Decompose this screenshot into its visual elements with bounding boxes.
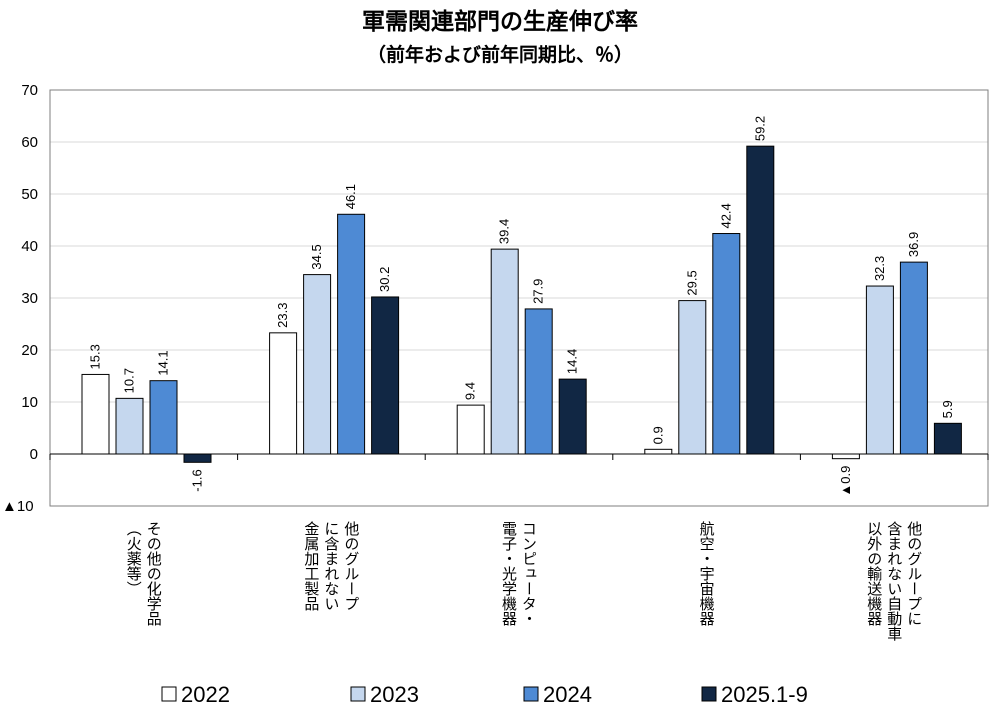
data-label: 10.7 bbox=[122, 368, 137, 393]
category-label: 他のグループ bbox=[342, 521, 360, 611]
data-label: 30.2 bbox=[377, 267, 392, 292]
bar-2024-0 bbox=[149, 380, 178, 455]
data-label: 59.2 bbox=[752, 116, 767, 141]
y-tick-label: 70 bbox=[21, 82, 38, 99]
legend-swatch-2025.1-9 bbox=[701, 686, 717, 702]
y-tick-label: 0 bbox=[30, 446, 38, 463]
data-label: 29.5 bbox=[684, 270, 699, 295]
data-labels: 15.3 23.3 9.4 0.9 ▲0.9 10.7 34.5 39.4 29.5 32.3 14… bbox=[88, 116, 955, 497]
bar-2025.1-9-2 bbox=[558, 378, 587, 455]
y-axis: ▲10 0 10 20 30 40 50 60 70 bbox=[2, 82, 38, 515]
category-label: （火薬等） bbox=[125, 521, 143, 596]
bars bbox=[81, 145, 962, 463]
bar-2022-0 bbox=[81, 373, 110, 455]
data-label: ▲0.9 bbox=[838, 466, 853, 497]
bar-2022-2 bbox=[456, 404, 485, 455]
y-tick-label: 50 bbox=[21, 186, 38, 203]
data-label: 39.4 bbox=[497, 219, 512, 244]
data-label: 14.1 bbox=[156, 350, 171, 375]
legend: 2022 2023 2024 2025.1-9 bbox=[161, 682, 808, 707]
bar-2025.1-9-4 bbox=[933, 422, 962, 455]
category-label: 電子・光学機器 bbox=[500, 521, 518, 626]
plot-area bbox=[49, 89, 989, 507]
y-tick-label: 10 bbox=[21, 394, 38, 411]
data-label: 32.3 bbox=[872, 256, 887, 281]
bar-2023-3 bbox=[678, 300, 707, 455]
data-label: 23.3 bbox=[275, 303, 290, 328]
bar-2024-2 bbox=[524, 308, 553, 455]
data-label: 15.3 bbox=[88, 344, 103, 369]
legend-swatch-2024 bbox=[523, 686, 539, 702]
bar-2022-1 bbox=[269, 332, 298, 455]
data-label: 42.4 bbox=[718, 203, 733, 228]
y-tick-label: 30 bbox=[21, 290, 38, 307]
legend-swatch-2022 bbox=[161, 686, 177, 702]
category-label: に含まれない bbox=[322, 521, 340, 611]
data-label: 5.9 bbox=[940, 400, 955, 418]
bar-2024-1 bbox=[337, 213, 366, 455]
bar-2023-1 bbox=[303, 274, 332, 455]
category-label: コンピュータ・ bbox=[520, 521, 538, 626]
bar-2023-4 bbox=[865, 285, 894, 455]
bar-2025.1-9-1 bbox=[371, 296, 400, 455]
data-label: 9.4 bbox=[463, 382, 478, 400]
bar-2025.1-9-3 bbox=[746, 145, 775, 455]
bar-2023-2 bbox=[490, 248, 519, 455]
y-tick-label: 20 bbox=[21, 342, 38, 359]
y-tick-label: ▲10 bbox=[2, 498, 34, 515]
bar-2022-3 bbox=[644, 448, 673, 455]
data-label: 27.9 bbox=[531, 279, 546, 304]
category-label: 金属加工製品 bbox=[302, 521, 320, 611]
bar-2023-0 bbox=[115, 397, 144, 455]
category-label: 航空・宇宙機器 bbox=[698, 521, 716, 626]
gridlines bbox=[50, 141, 988, 403]
legend-label: 2025.1-9 bbox=[721, 682, 808, 707]
chart-subtitle: （前年および前年同期比、％） bbox=[366, 44, 633, 66]
x-axis-ticks bbox=[49, 454, 989, 460]
legend-label: 2022 bbox=[181, 682, 230, 707]
legend-swatch-2023 bbox=[350, 686, 366, 702]
data-label: 34.5 bbox=[309, 244, 324, 269]
category-label: 以外の輸送機器 bbox=[865, 521, 883, 626]
data-label: 46.1 bbox=[343, 184, 358, 209]
legend-label: 2024 bbox=[543, 682, 592, 707]
y-tick-label: 60 bbox=[21, 134, 38, 151]
bar-2025.1-9-0 bbox=[183, 453, 212, 463]
data-label: 36.9 bbox=[906, 232, 921, 257]
legend-label: 2023 bbox=[370, 682, 419, 707]
bar-2022-4 bbox=[831, 453, 860, 460]
data-label: -1.6 bbox=[190, 469, 205, 491]
bar-2024-4 bbox=[899, 261, 928, 455]
category-label: 他のグループに bbox=[905, 521, 923, 626]
data-label: 0.9 bbox=[650, 426, 665, 444]
y-tick-label: 40 bbox=[21, 238, 38, 255]
bar-2024-3 bbox=[712, 233, 741, 455]
category-label: その他の化学品 bbox=[145, 521, 163, 626]
data-label: 14.4 bbox=[565, 349, 580, 374]
category-label: 含まれない自動車 bbox=[885, 521, 903, 641]
chart-title: 軍需関連部門の生産伸び率 bbox=[362, 9, 638, 35]
